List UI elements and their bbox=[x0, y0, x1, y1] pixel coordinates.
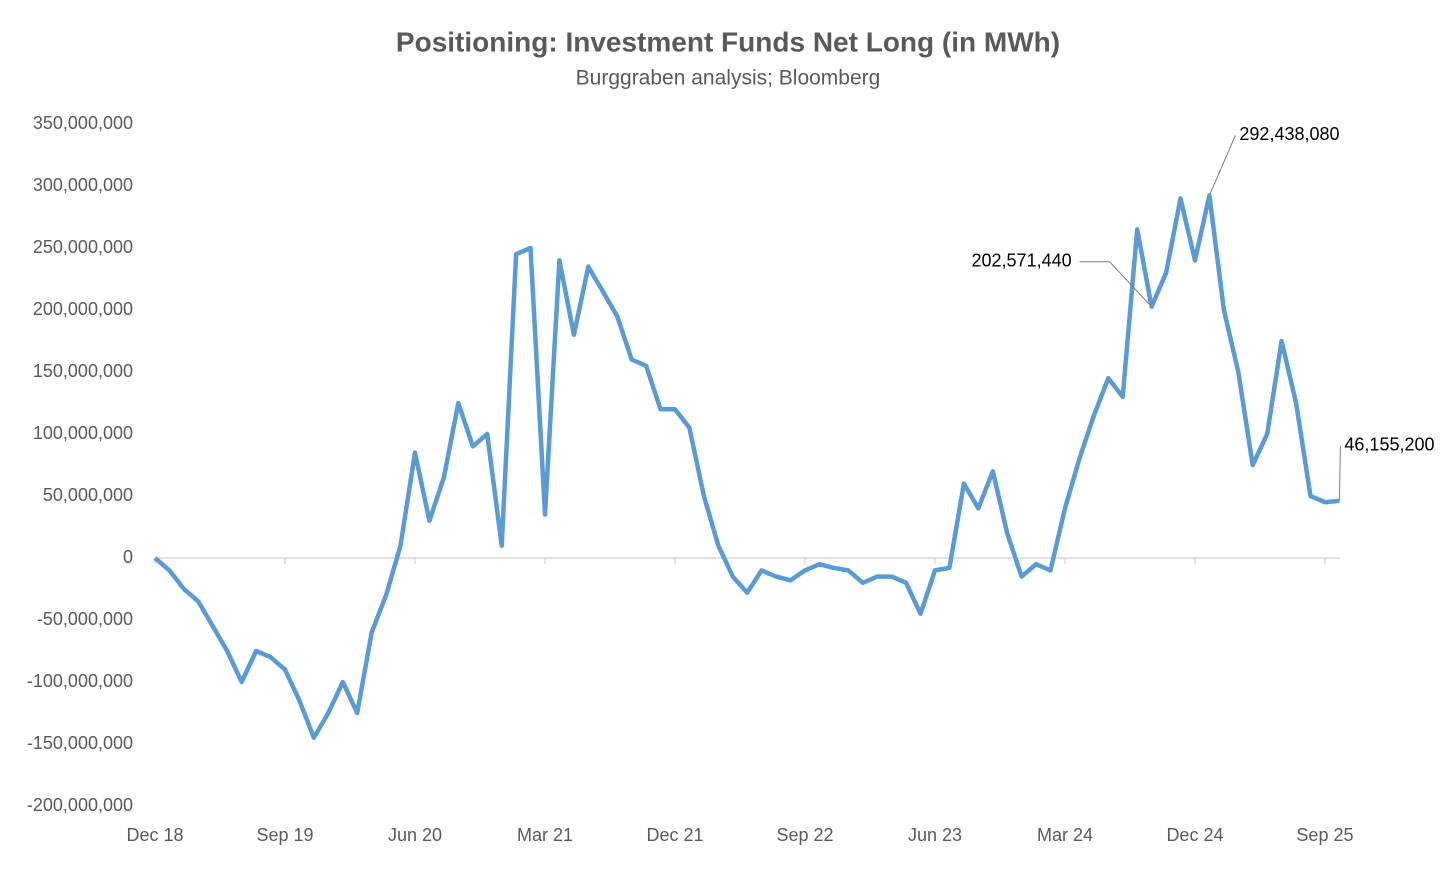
x-tick-label: Mar 21 bbox=[517, 825, 573, 845]
x-tick-label: Sep 25 bbox=[1296, 825, 1353, 845]
annotation-leader bbox=[1338, 445, 1341, 501]
x-tick-label: Sep 19 bbox=[256, 825, 313, 845]
x-tick-label: Dec 18 bbox=[126, 825, 183, 845]
value-label: 292,438,080 bbox=[1239, 124, 1339, 144]
x-tick-label: Dec 24 bbox=[1166, 825, 1223, 845]
x-tick-label: Dec 21 bbox=[646, 825, 703, 845]
chart-title: Positioning: Investment Funds Net Long (… bbox=[396, 26, 1060, 57]
value-label: 46,155,200 bbox=[1344, 435, 1434, 455]
y-tick-label: 350,000,000 bbox=[33, 113, 133, 133]
value-label: 202,571,440 bbox=[972, 251, 1072, 271]
x-tick-label: Jun 23 bbox=[908, 825, 962, 845]
y-tick-label: 100,000,000 bbox=[33, 423, 133, 443]
y-tick-label: 200,000,000 bbox=[33, 299, 133, 319]
x-tick-label: Mar 24 bbox=[1037, 825, 1093, 845]
y-tick-label: -100,000,000 bbox=[27, 671, 133, 691]
x-tick-label: Jun 20 bbox=[388, 825, 442, 845]
y-tick-label: -50,000,000 bbox=[37, 609, 133, 629]
y-tick-label: -150,000,000 bbox=[27, 733, 133, 753]
y-tick-label: 50,000,000 bbox=[43, 485, 133, 505]
y-tick-label: 250,000,000 bbox=[33, 237, 133, 257]
x-tick-label: Sep 22 bbox=[776, 825, 833, 845]
y-tick-label: 0 bbox=[123, 547, 133, 567]
y-tick-label: 150,000,000 bbox=[33, 361, 133, 381]
data-line bbox=[153, 193, 1340, 741]
chart-subtitle: Burggraben analysis; Bloomberg bbox=[576, 67, 881, 90]
y-tick-label: 300,000,000 bbox=[33, 175, 133, 195]
y-tick-label: -200,000,000 bbox=[27, 795, 133, 815]
annotation-leader bbox=[1079, 261, 1153, 308]
annotation-leader bbox=[1208, 135, 1236, 196]
